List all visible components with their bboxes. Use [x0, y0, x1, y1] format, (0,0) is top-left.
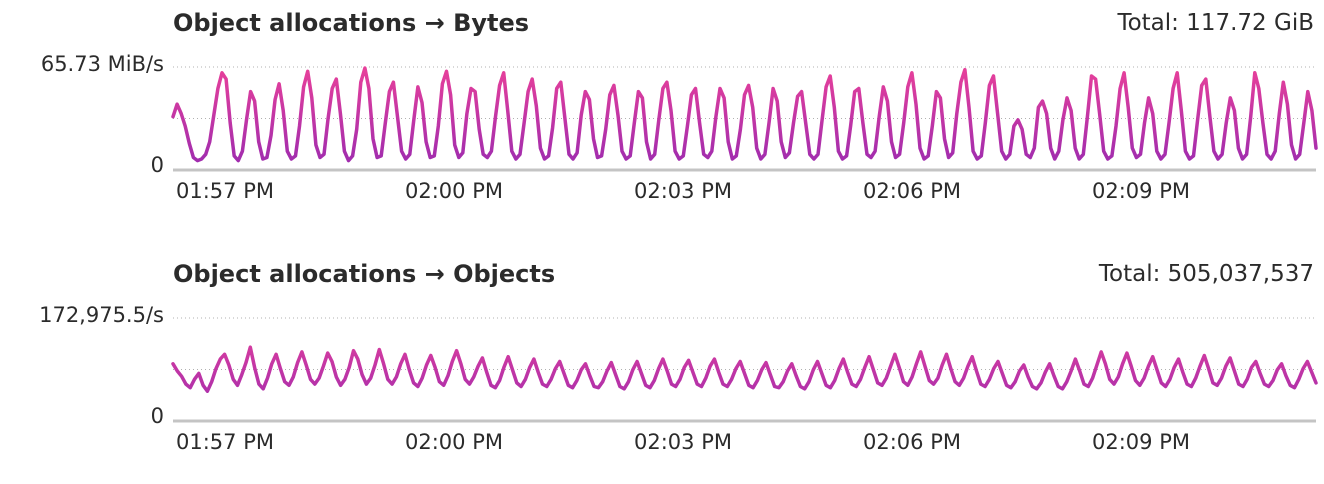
x-tick-label: 02:03 PM: [634, 430, 732, 454]
y-max-label: 65.73 MiB/s: [40, 52, 164, 76]
x-tick-label: 02:06 PM: [863, 179, 961, 203]
x-tick-label: 02:00 PM: [405, 179, 503, 203]
y-min-label: 0: [150, 404, 164, 428]
chart-title: Object allocations → Bytes: [173, 9, 530, 37]
y-min-label: 0: [150, 153, 164, 177]
x-tick-label: 01:57 PM: [176, 179, 274, 203]
bytes-chart-panel: 01:57 PM 02:00 PM 02:03 PM 02:06 PM 02:09 PM…: [0, 0, 1324, 233]
y-max-label: 172,975.5/s: [39, 303, 164, 327]
x-tick-label: 02:03 PM: [634, 179, 732, 203]
left-clip-mask: [0, 423, 172, 463]
chart-title: Object allocations → Objects: [173, 260, 556, 288]
bytes-chart-svg: 01:57 PM 02:00 PM 02:03 PM 02:06 PM 02:09 PM: [0, 66, 1318, 212]
left-clip-mask: [0, 172, 172, 212]
objects-chart-panel: 01:57 PM 02:00 PM 02:03 PM 02:06 PM 02:09 PM…: [0, 251, 1324, 484]
x-tick-label: 01:57 PM: [176, 430, 274, 454]
total-label: Total: 117.72 GiB: [1117, 10, 1314, 36]
series-line: [171, 66, 1318, 163]
x-tick-label: 02:09 PM: [1092, 179, 1190, 203]
x-tick-label: 02:06 PM: [863, 430, 961, 454]
total-label: Total: 505,037,537: [1098, 261, 1314, 287]
x-tick-label: 02:00 PM: [405, 430, 503, 454]
x-tick-label: 02:09 PM: [1092, 430, 1190, 454]
series-line: [171, 345, 1318, 393]
objects-chart-svg: 01:57 PM 02:00 PM 02:03 PM 02:06 PM 02:09 PM: [0, 317, 1318, 463]
